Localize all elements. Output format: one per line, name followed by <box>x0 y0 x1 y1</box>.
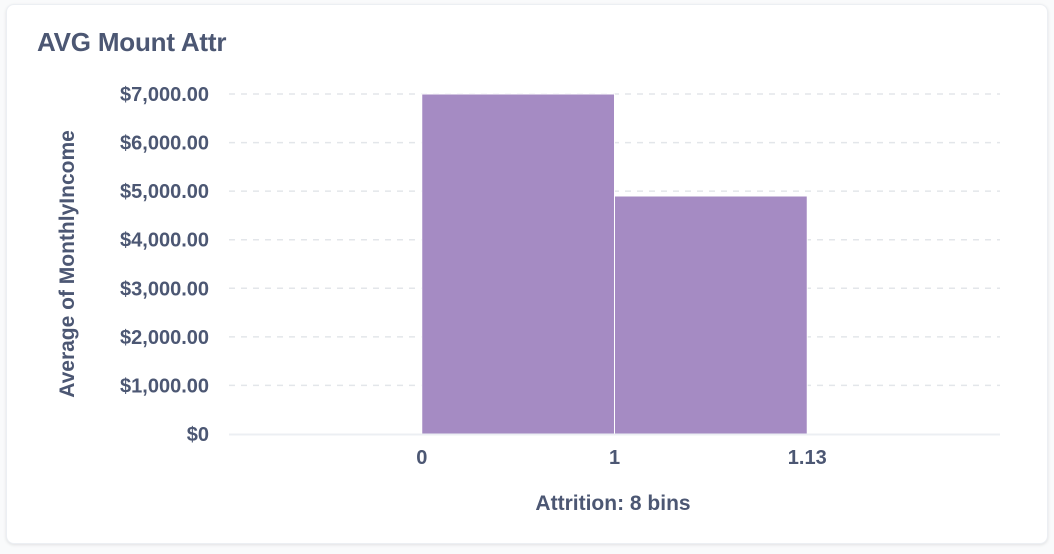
x-tick-label: 0 <box>416 447 427 469</box>
y-axis-label: Average of MonthlyIncome <box>56 130 79 398</box>
x-tick-label: 1.13 <box>788 447 827 469</box>
bar <box>422 94 615 434</box>
y-tick-label: $6,000.00 <box>120 133 209 155</box>
y-tick-label: $3,000.00 <box>120 278 209 300</box>
y-tick-label: $4,000.00 <box>120 230 209 252</box>
x-axis-ticks: 0 1 1.13 <box>416 447 827 469</box>
bars <box>422 94 808 434</box>
y-tick-label: $1,000.00 <box>120 375 209 397</box>
y-tick-label: $7,000.00 <box>120 84 209 106</box>
y-tick-label: $5,000.00 <box>120 181 209 203</box>
bar <box>615 196 808 434</box>
chart-card: AVG Mount Attr $0 $1,000.00 $2,000.00 $3,00… <box>6 4 1048 544</box>
y-axis-ticks: $0 $1,000.00 $2,000.00 $3,000.00 $4,000.00 $5… <box>120 84 209 446</box>
y-tick-label: $2,000.00 <box>120 327 209 349</box>
x-axis-label: Attrition: 8 bins <box>535 492 690 515</box>
bar-chart: $0 $1,000.00 $2,000.00 $3,000.00 $4,000.00 $5… <box>7 5 1047 543</box>
y-tick-label: $0 <box>187 424 209 446</box>
x-tick-label: 1 <box>609 447 620 469</box>
